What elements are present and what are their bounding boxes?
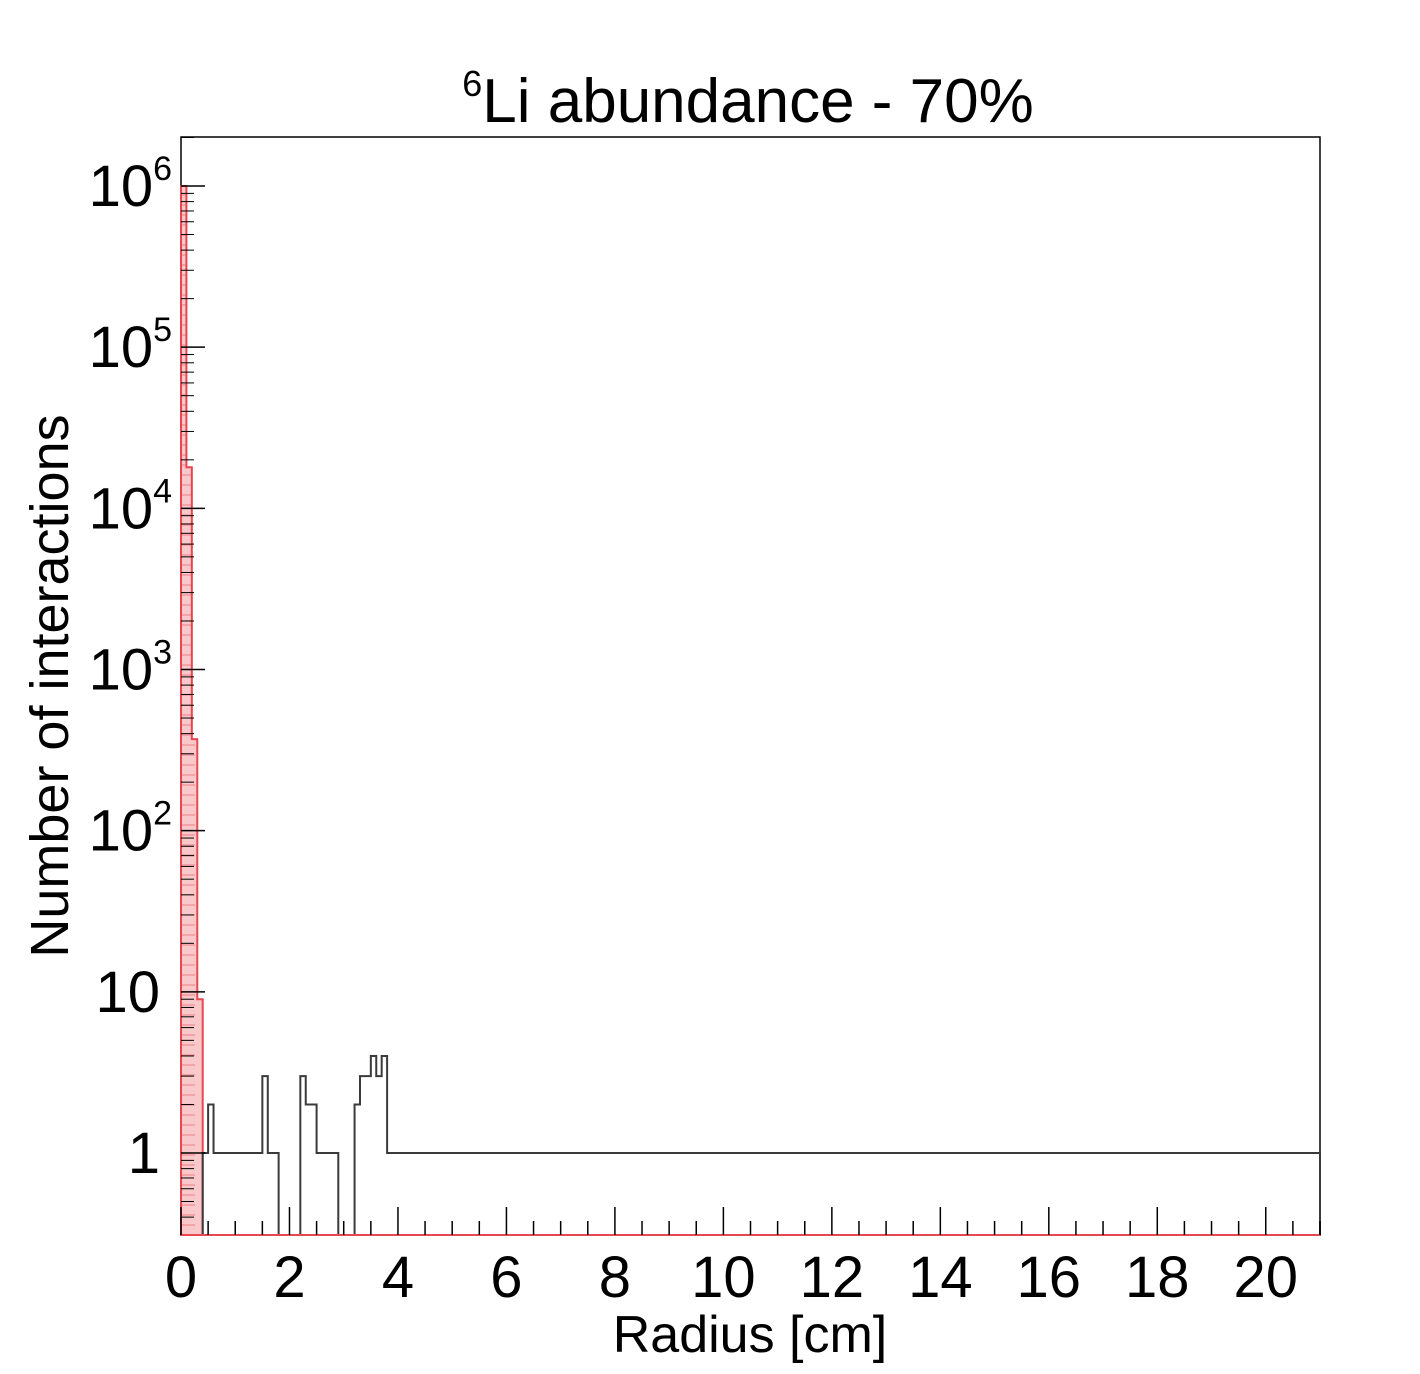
y-tick-label: 10 bbox=[95, 960, 160, 1025]
y-tick-label-base: 10 bbox=[89, 315, 154, 380]
y-tick-label-exponent: 6 bbox=[153, 150, 172, 188]
x-tick-label: 16 bbox=[1017, 1245, 1082, 1310]
x-tick-label: 12 bbox=[800, 1245, 865, 1310]
y-tick-label-base: 10 bbox=[89, 154, 154, 219]
y-tick-label-base: 1 bbox=[128, 1121, 160, 1186]
x-tick-label: 6 bbox=[490, 1245, 522, 1310]
y-tick-label-exponent: 4 bbox=[153, 472, 172, 510]
y-tick-label-base: 10 bbox=[89, 799, 154, 864]
x-tick-label: 2 bbox=[273, 1245, 305, 1310]
x-tick-label: 10 bbox=[691, 1245, 756, 1310]
y-tick-label-base: 10 bbox=[95, 960, 160, 1025]
y-tick-label: 1 bbox=[128, 1121, 160, 1186]
y-tick-label-base: 10 bbox=[89, 638, 154, 703]
plot-frame bbox=[180, 136, 1321, 1236]
x-tick-label: 18 bbox=[1125, 1245, 1190, 1310]
y-tick-label: 102 bbox=[89, 795, 172, 864]
chart-title-text: Li abundance - 70% bbox=[482, 67, 1034, 136]
red-series-area bbox=[180, 185, 204, 1236]
x-tick-label: 4 bbox=[382, 1245, 414, 1310]
series-group bbox=[180, 185, 1321, 1236]
y-tick-label-exponent: 3 bbox=[153, 634, 172, 672]
y-tick-label-exponent: 2 bbox=[153, 795, 172, 833]
y-tick-label: 105 bbox=[89, 311, 172, 380]
y-tick-label: 106 bbox=[89, 150, 172, 219]
x-tick-label: 0 bbox=[165, 1245, 197, 1310]
chart-title-superscript: 6 bbox=[462, 63, 482, 104]
y-tick-label: 104 bbox=[89, 472, 172, 541]
gray-series-line bbox=[201, 1054, 1321, 1236]
x-tick-label: 20 bbox=[1234, 1245, 1299, 1310]
chart-title: 6Li abundance - 70% bbox=[462, 63, 1034, 136]
x-axis-ticks: 0 2 4 6 8 10 12 14 16 18 20 bbox=[165, 1207, 1321, 1310]
y-tick-label: 103 bbox=[89, 634, 172, 703]
y-tick-label-exponent: 5 bbox=[153, 311, 172, 349]
y-axis-label: Number of interactions bbox=[20, 414, 80, 957]
x-tick-label: 14 bbox=[908, 1245, 973, 1310]
x-axis-label: Radius [cm] bbox=[613, 1306, 888, 1364]
x-tick-label: 8 bbox=[599, 1245, 631, 1310]
y-tick-label-base: 10 bbox=[89, 476, 154, 541]
